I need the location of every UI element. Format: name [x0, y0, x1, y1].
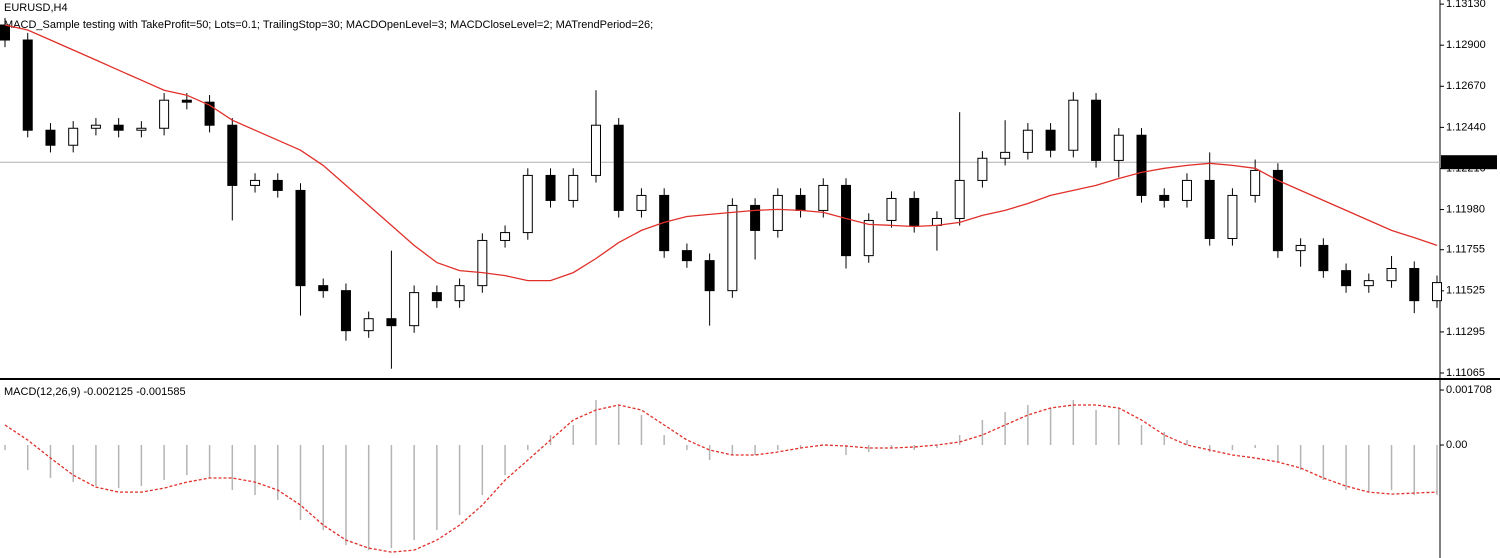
- candle-body: [90, 124, 101, 129]
- candle-body: [1068, 99, 1079, 151]
- candle-body: [681, 250, 692, 262]
- candle-body: [1272, 169, 1283, 252]
- candle-body: [568, 174, 579, 201]
- y-tick-label: 1.11525: [1446, 285, 1485, 297]
- candle-body: [45, 129, 56, 146]
- y-tick-label: 0.00: [1446, 439, 1467, 451]
- candle-body: [363, 318, 374, 332]
- y-tick-label: 1.12900: [1446, 39, 1486, 51]
- current-price-label: 1.12245: [1446, 156, 1486, 168]
- symbol-label: EURUSD,H4: [4, 2, 68, 14]
- y-tick-label: 1.12440: [1446, 121, 1486, 133]
- candle-body: [522, 174, 533, 234]
- candle-body: [1000, 151, 1011, 159]
- candle-body: [954, 179, 965, 219]
- candle-body: [590, 124, 601, 176]
- candle-body: [1409, 267, 1420, 302]
- candle-body: [431, 292, 442, 302]
- candle-body: [795, 194, 806, 211]
- current-price-box: [1441, 155, 1497, 170]
- candle-body: [1022, 129, 1033, 153]
- candle-body: [1227, 194, 1238, 239]
- candle-body: [977, 157, 988, 181]
- candle-body: [841, 184, 852, 257]
- candle-body: [181, 99, 192, 103]
- candle-body: [113, 124, 124, 131]
- candle-body: [886, 197, 897, 221]
- candle-body: [863, 219, 874, 257]
- candle-body: [159, 99, 170, 129]
- candle-body: [272, 179, 283, 191]
- macd-title: MACD(12,26,9) -0.002125 -0.001585: [4, 386, 186, 398]
- y-tick-label: 1.11755: [1446, 244, 1485, 256]
- candle-body: [772, 194, 783, 231]
- candle-body: [1204, 179, 1215, 239]
- candle-body: [1363, 280, 1374, 287]
- candle-body: [1295, 244, 1306, 252]
- candle-body: [750, 204, 761, 231]
- y-tick-label: 0.001708: [1446, 384, 1492, 396]
- candle-body: [704, 260, 715, 292]
- candle-body: [204, 101, 215, 126]
- y-tick-label: 1.13130: [1446, 0, 1486, 10]
- candle-body: [1045, 129, 1056, 151]
- expert-title: MACD_Sample testing with TakeProfit=50; …: [4, 19, 653, 31]
- y-tick-label: 1.11065: [1446, 367, 1485, 379]
- signal-line: [4, 404, 1438, 553]
- candle-body: [409, 292, 420, 327]
- candle-body: [1136, 134, 1147, 196]
- candle-body: [250, 179, 261, 186]
- candle-body: [0, 24, 10, 41]
- y-tick-label: 1.12670: [1446, 80, 1486, 92]
- candle-body: [227, 124, 238, 186]
- moving-average-line: [4, 24, 1438, 282]
- candle-body: [1250, 169, 1261, 196]
- candle-body: [818, 184, 829, 211]
- candle-body: [340, 290, 351, 332]
- candle-body: [1341, 270, 1352, 287]
- candle-body: [1318, 244, 1329, 272]
- candle-body: [1091, 99, 1102, 161]
- candle-body: [1432, 282, 1442, 302]
- candle-body: [22, 39, 33, 131]
- y-tick-label: 1.11980: [1446, 203, 1485, 215]
- candle-body: [500, 232, 511, 241]
- candle-body: [636, 194, 647, 211]
- candle-body: [727, 204, 738, 292]
- y-tick-label: 1.11295: [1446, 326, 1485, 338]
- candle-body: [1159, 194, 1170, 201]
- candle-body: [295, 189, 306, 287]
- candle-body: [909, 197, 920, 226]
- candle-body: [1181, 179, 1192, 201]
- candle-body: [318, 285, 329, 292]
- candle-body: [386, 318, 397, 327]
- candle-body: [1386, 267, 1397, 282]
- candle-body: [545, 174, 556, 201]
- candle-body: [477, 239, 488, 287]
- candle-body: [136, 127, 147, 131]
- candle-body: [1113, 134, 1124, 161]
- candle-body: [454, 285, 465, 302]
- candle-body: [613, 124, 624, 211]
- candle-body: [68, 127, 79, 146]
